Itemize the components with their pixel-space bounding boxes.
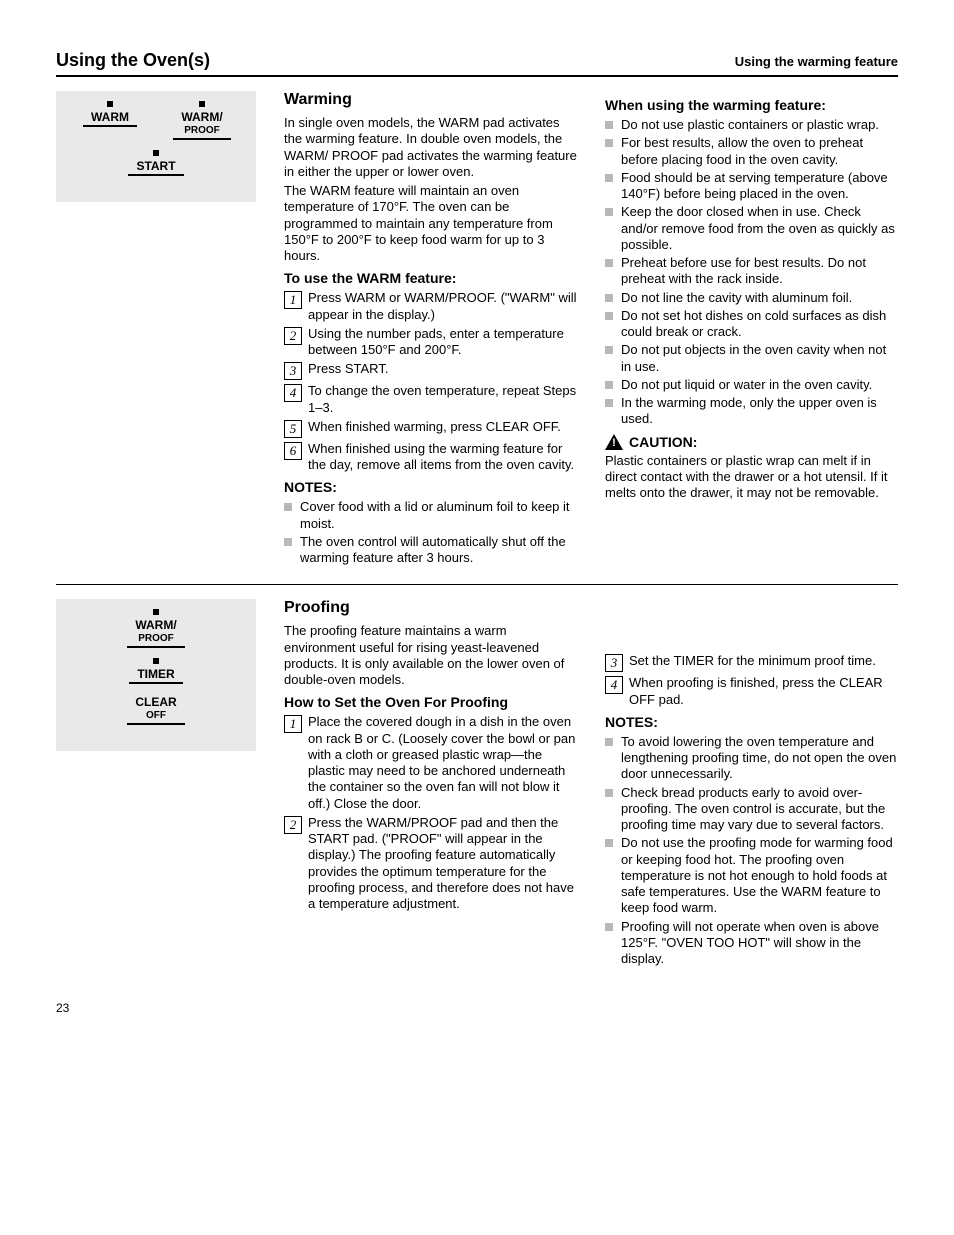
proofing-intro: The proofing feature maintains a warm en… [284, 623, 577, 688]
clear-off-button: CLEAROFF [116, 694, 196, 725]
step-4-num: 4 [284, 384, 302, 402]
button-panel-warming: WARM WARM/PROOF START [56, 91, 256, 202]
start-button: START [116, 150, 196, 176]
warming-intro-1: In single oven models, the WARM pad acti… [284, 115, 577, 180]
pstep-4: When proofing is finished, press the CLE… [629, 675, 898, 708]
pstep-3: Set the TIMER for the minimum proof time… [629, 653, 898, 672]
step-6-num: 6 [284, 442, 302, 460]
page-number: 23 [56, 1001, 898, 1015]
warn-7: Do not set hot dishes on cold surfaces a… [621, 308, 898, 341]
pstep-3-num: 3 [605, 654, 623, 672]
pnote-4: Proofing will not operate when oven is a… [621, 919, 898, 968]
warn-10: In the warming mode, only the upper oven… [621, 395, 898, 428]
pstep-2: Press the WARM/PROOF pad and then the ST… [308, 815, 577, 913]
caution-text: Plastic containers or plastic wrap can m… [605, 453, 898, 502]
warm-button: WARM [70, 101, 150, 140]
how-to-proof-heading: How to Set the Oven For Proofing [284, 694, 577, 710]
pstep-1: Place the covered dough in a dish in the… [308, 714, 577, 812]
pstep-2-num: 2 [284, 816, 302, 834]
to-use-warm-heading: To use the WARM feature: [284, 270, 577, 286]
warn-1: Do not use plastic containers or plastic… [621, 117, 879, 133]
step-5: When finished warming, press CLEAR OFF. [308, 419, 577, 438]
warn-4: Keep the door closed when in use. Check … [621, 204, 898, 253]
notes-heading-left: NOTES: [284, 479, 577, 495]
warming-section: WARM WARM/PROOF START Warming In single … [56, 91, 898, 570]
warn-5: Preheat before use for best results. Do … [621, 255, 898, 288]
step-3: Press START. [308, 361, 577, 380]
step-1: Press WARM or WARM/PROOF. ("WARM" will a… [308, 290, 577, 323]
step-5-num: 5 [284, 420, 302, 438]
pstep-4-num: 4 [605, 676, 623, 694]
warn-2: For best results, allow the oven to preh… [621, 135, 898, 168]
warm-proof-button: WARM/PROOF [162, 101, 242, 140]
button-panel-proofing: WARM/PROOF TIMER CLEAROFF [56, 599, 256, 751]
warn-9: Do not put liquid or water in the oven c… [621, 377, 872, 393]
warn-8: Do not put objects in the oven cavity wh… [621, 342, 898, 375]
pnote-1: To avoid lowering the oven temperature a… [621, 734, 898, 783]
proofing-section: WARM/PROOF TIMER CLEAROFF Proofing The p… [56, 599, 898, 971]
step-2: Using the number pads, enter a temperatu… [308, 326, 577, 359]
note-l-1: Cover food with a lid or aluminum foil t… [300, 499, 577, 532]
when-using-heading: When using the warming feature: [605, 97, 898, 113]
page-subtitle: Using the warming feature [735, 54, 898, 69]
warn-3: Food should be at serving temperature (a… [621, 170, 898, 203]
step-3-num: 3 [284, 362, 302, 380]
warm-proof-button-2: WARM/PROOF [116, 609, 196, 648]
step-4: To change the oven temperature, repeat S… [308, 383, 577, 416]
proofing-heading: Proofing [284, 599, 577, 617]
page-title: Using the Oven(s) [56, 50, 210, 71]
warming-heading: Warming [284, 91, 577, 109]
step-1-num: 1 [284, 291, 302, 309]
warming-intro-2: The WARM feature will maintain an oven t… [284, 183, 577, 264]
timer-button: TIMER [116, 658, 196, 684]
warning-icon: ! [605, 434, 623, 450]
pstep-1-num: 1 [284, 715, 302, 733]
caution-label: CAUTION: [629, 434, 697, 450]
warn-6: Do not line the cavity with aluminum foi… [621, 290, 852, 306]
pnote-3: Do not use the proofing mode for warming… [621, 835, 898, 916]
pnote-2: Check bread products early to avoid over… [621, 785, 898, 834]
notes-heading-proof: NOTES: [605, 714, 898, 730]
note-l-2: The oven control will automatically shut… [300, 534, 577, 567]
step-6: When finished using the warming feature … [308, 441, 577, 474]
step-2-num: 2 [284, 327, 302, 345]
